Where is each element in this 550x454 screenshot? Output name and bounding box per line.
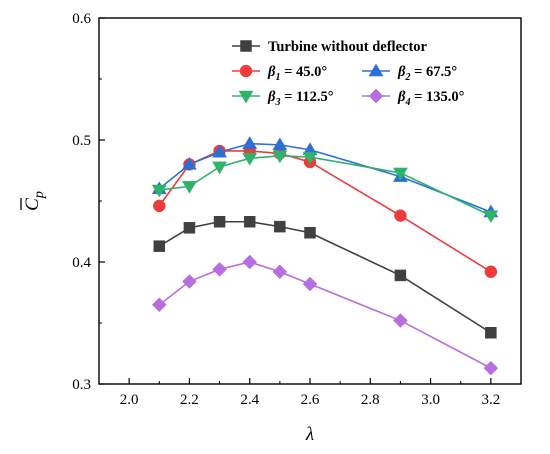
data-point — [485, 327, 497, 339]
data-point — [181, 181, 197, 194]
legend-label: β4 = 135.0° — [397, 89, 465, 108]
x-tick-label: 2.2 — [180, 392, 199, 408]
y-tick-label: 0.5 — [72, 133, 91, 149]
legend: Turbine without deflector β1 = 45.0° β2 = … — [232, 39, 465, 108]
data-point — [153, 199, 166, 213]
legend-label: β3 = 112.5° — [267, 89, 334, 108]
data-point — [302, 276, 318, 292]
data-point — [272, 150, 288, 164]
data-point — [304, 226, 316, 239]
data-point — [212, 144, 228, 158]
legend-marker — [368, 63, 384, 77]
data-point — [394, 269, 407, 282]
legend-marker — [239, 64, 253, 78]
svg-text:Cp: Cp — [22, 191, 47, 211]
data-point — [213, 215, 226, 228]
series-line — [158, 142, 492, 213]
legend-item-1: Turbine without deflector — [232, 39, 428, 55]
data-point — [392, 167, 408, 181]
data-point — [212, 161, 228, 175]
data-point — [151, 184, 167, 198]
series-4 — [151, 150, 499, 224]
data-point — [272, 137, 288, 151]
y-axis-title-base: C — [22, 198, 43, 211]
legend-label: Turbine without deflector — [268, 39, 428, 55]
y-tick-label: 0.3 — [72, 377, 91, 393]
legend-item-2: β1 = 45.0° — [232, 64, 327, 83]
series-line — [158, 150, 492, 273]
legend-item-3: β2 = 67.5° — [362, 63, 457, 83]
legend-label: β1 = 45.0° — [267, 64, 327, 83]
x-tick-label: 3.0 — [421, 392, 440, 408]
axis-ticks — [99, 17, 492, 385]
data-point — [151, 297, 167, 313]
data-point — [484, 265, 498, 279]
data-point — [243, 215, 256, 228]
x-tick-label: 2.8 — [361, 392, 380, 408]
data-point — [242, 136, 258, 149]
data-point — [153, 240, 166, 252]
data-point — [393, 313, 408, 328]
data-point — [212, 261, 227, 277]
data-point — [242, 254, 258, 270]
x-tick-label: 2.0 — [120, 392, 139, 408]
y-axis-title: Cp — [20, 191, 47, 211]
data-point — [302, 151, 318, 165]
series-line — [158, 261, 492, 369]
tick-labels: 2.0 2.2 2.4 2.6 2.8 3.0 3.2 0.3 0.4 0.5 0.6 — [72, 11, 500, 408]
data-point — [272, 264, 288, 280]
y-tick-label: 0.6 — [72, 11, 91, 27]
y-tick-label: 0.4 — [72, 255, 91, 271]
series-1 — [153, 215, 497, 339]
series-line — [159, 155, 492, 217]
series-line — [158, 220, 492, 334]
data-point — [483, 210, 499, 224]
data-point — [242, 153, 258, 166]
legend-item-4: β3 = 112.5° — [232, 89, 334, 108]
x-tick-label: 2.6 — [301, 392, 320, 408]
data-point — [483, 360, 499, 376]
legend-label: β2 = 67.5° — [397, 64, 457, 83]
legend-marker — [368, 88, 384, 104]
legend-marker — [240, 40, 252, 52]
legend-item-5: β4 = 135.0° — [362, 88, 465, 108]
series-2 — [153, 144, 498, 279]
series-5 — [151, 254, 499, 376]
x-tick-label: 3.2 — [481, 392, 500, 408]
series-layer — [151, 136, 499, 376]
data-point — [182, 274, 197, 289]
x-tick-label: 2.4 — [240, 392, 259, 408]
x-axis-title: λ — [305, 424, 314, 445]
data-point — [394, 209, 407, 222]
data-point — [274, 220, 286, 233]
legend-marker — [238, 90, 254, 104]
data-point — [183, 222, 196, 234]
data-point — [181, 156, 197, 170]
y-axis-title-sub: p — [32, 191, 47, 199]
